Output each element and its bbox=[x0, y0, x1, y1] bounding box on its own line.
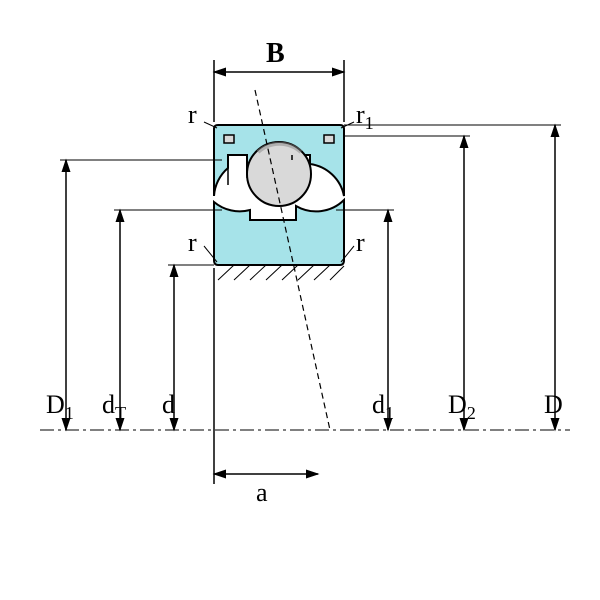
label-r-bl: r bbox=[188, 228, 197, 258]
label-D2: D2 bbox=[448, 390, 476, 424]
label-r1-tr: r1 bbox=[356, 100, 374, 134]
label-r-tl: r bbox=[188, 100, 197, 130]
label-D1: D1 bbox=[46, 390, 74, 424]
inner-ring bbox=[214, 200, 344, 265]
ball bbox=[247, 142, 311, 206]
label-a: a bbox=[256, 478, 268, 508]
label-dT: dT bbox=[102, 390, 126, 424]
hatch bbox=[218, 265, 344, 280]
label-d: d bbox=[162, 390, 175, 420]
label-B: B bbox=[266, 38, 285, 70]
dim-a bbox=[214, 268, 318, 484]
label-D: D bbox=[544, 390, 563, 420]
label-r-br: r bbox=[356, 228, 365, 258]
label-d1: d1 bbox=[372, 390, 394, 424]
bearing-diagram bbox=[0, 0, 600, 600]
